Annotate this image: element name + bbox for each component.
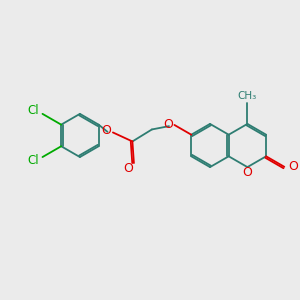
- Text: O: O: [163, 118, 173, 131]
- Text: Cl: Cl: [28, 104, 39, 117]
- Text: O: O: [288, 160, 298, 173]
- Text: O: O: [242, 166, 252, 179]
- Text: CH₃: CH₃: [238, 91, 257, 101]
- Text: O: O: [124, 162, 134, 175]
- Text: O: O: [101, 124, 111, 137]
- Text: Cl: Cl: [28, 154, 39, 166]
